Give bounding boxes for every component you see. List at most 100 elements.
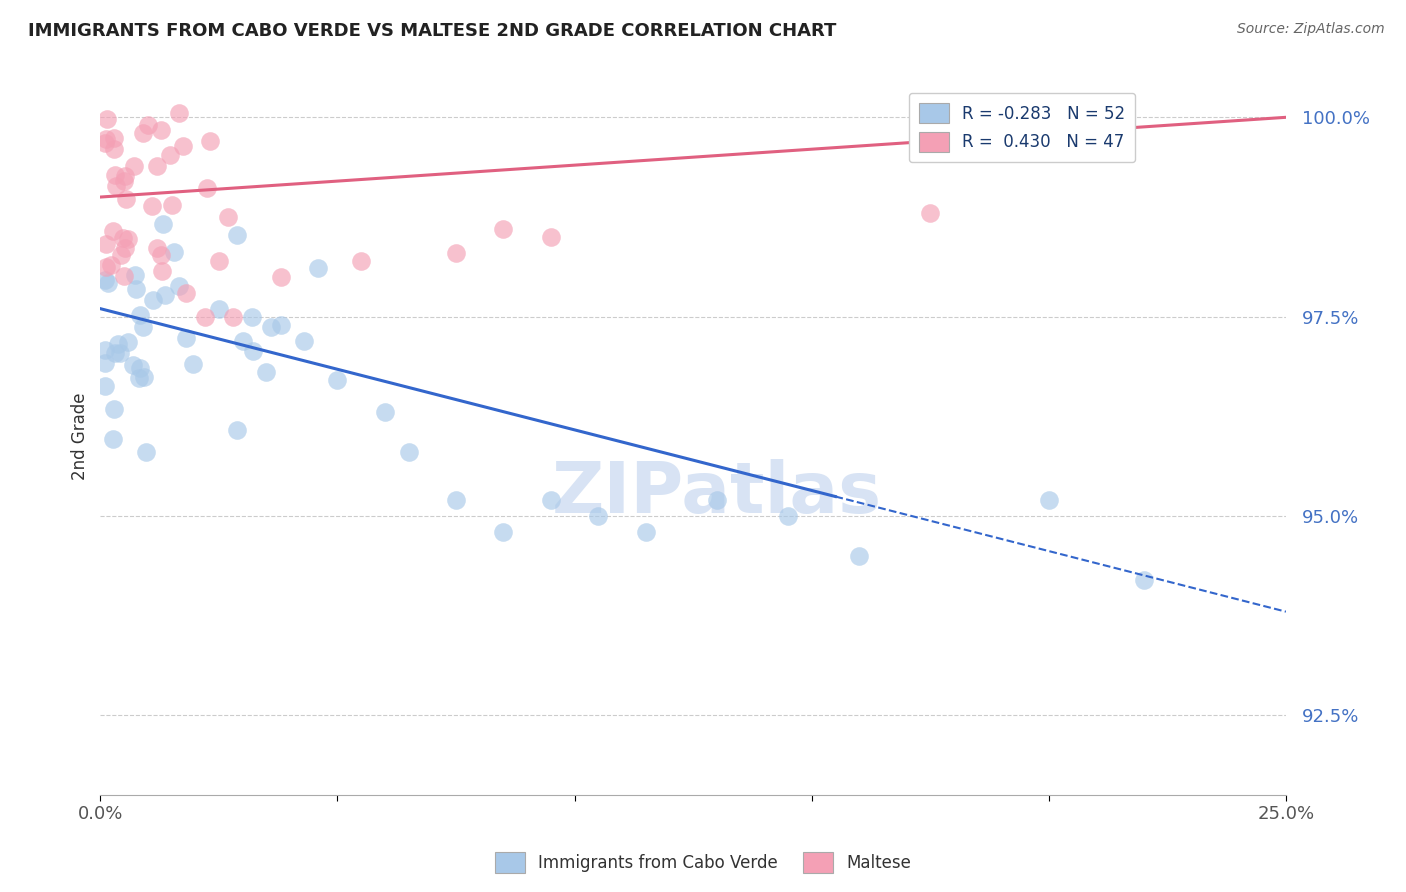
Point (103, 433, 125, 447)
Point (124, 268, 146, 282)
Point (125, 282, 148, 296)
Point (128, 371, 150, 385)
Point (146, 160, 169, 174)
Point (107, 337, 129, 351)
Point (136, 118, 159, 132)
Point (96, 112, 118, 126)
Point (142, 293, 165, 308)
Point (208, 253, 231, 268)
Point (169, 106, 191, 120)
Point (200, 134, 222, 148)
Point (112, 268, 135, 283)
Point (181, 357, 204, 371)
Point (492, 524, 515, 539)
Point (117, 335, 139, 350)
Point (104, 346, 127, 360)
Point (150, 264, 173, 278)
Point (101, 224, 124, 238)
Point (104, 168, 127, 182)
Point (112, 173, 135, 187)
Point (1038, 493, 1060, 508)
Point (131, 319, 153, 334)
Point (94, 273, 117, 287)
Point (848, 549, 870, 563)
Point (270, 269, 292, 284)
Point (292, 334, 315, 348)
Point (540, 493, 562, 508)
Point (149, 247, 172, 261)
Legend: Immigrants from Cabo Verde, Maltese: Immigrants from Cabo Verde, Maltese (488, 846, 918, 880)
Point (103, 143, 125, 157)
Point (103, 402, 125, 417)
Point (226, 228, 249, 243)
Text: IMMIGRANTS FROM CABO VERDE VS MALTESE 2ND GRADE CORRELATION CHART: IMMIGRANTS FROM CABO VERDE VS MALTESE 2N… (28, 22, 837, 40)
Point (146, 241, 169, 255)
Point (240, 310, 263, 324)
Point (129, 308, 152, 322)
Point (114, 192, 136, 206)
Point (540, 230, 562, 244)
Point (217, 210, 239, 224)
Point (222, 310, 245, 324)
Y-axis label: 2nd Grade: 2nd Grade (72, 392, 89, 480)
Point (117, 232, 139, 246)
Point (588, 508, 610, 523)
Point (208, 301, 231, 316)
Point (94, 379, 117, 393)
Point (444, 245, 467, 260)
Point (634, 524, 657, 539)
Point (776, 508, 799, 523)
Point (260, 320, 283, 334)
Point (195, 180, 218, 194)
Point (94, 260, 117, 275)
Point (444, 493, 467, 508)
Point (254, 366, 277, 380)
Point (149, 123, 172, 137)
Point (122, 358, 145, 372)
Point (242, 344, 264, 359)
Point (194, 310, 217, 324)
Point (492, 222, 515, 236)
Point (96, 236, 118, 251)
Point (920, 206, 942, 220)
Point (128, 360, 150, 375)
Point (225, 423, 247, 437)
Point (94, 136, 117, 151)
Point (114, 169, 136, 184)
Point (1109, 118, 1132, 132)
Point (398, 445, 420, 459)
Point (94, 343, 117, 358)
Legend: R = -0.283   N = 52, R =  0.430   N = 47: R = -0.283 N = 52, R = 0.430 N = 47 (908, 93, 1135, 162)
Point (105, 179, 128, 194)
Point (172, 138, 194, 153)
Point (97, 276, 120, 290)
Point (124, 160, 146, 174)
Point (103, 131, 125, 145)
Point (153, 288, 176, 302)
Point (135, 445, 157, 459)
Point (114, 242, 136, 256)
Point (1132, 573, 1154, 587)
Point (374, 405, 396, 419)
Point (350, 253, 373, 268)
Point (94, 356, 117, 370)
Point (159, 148, 181, 162)
Point (94, 132, 117, 146)
Point (270, 318, 292, 332)
Text: ZIPatlas: ZIPatlas (551, 459, 882, 528)
Point (307, 261, 329, 276)
Point (141, 199, 163, 213)
Point (176, 331, 198, 345)
Point (100, 258, 122, 272)
Point (152, 217, 174, 231)
Point (326, 373, 349, 387)
Point (232, 334, 254, 348)
Point (108, 346, 131, 360)
Text: Source: ZipAtlas.com: Source: ZipAtlas.com (1237, 22, 1385, 37)
Point (110, 248, 132, 262)
Point (162, 244, 184, 259)
Point (706, 493, 728, 508)
Point (111, 231, 134, 245)
Point (174, 285, 197, 300)
Point (134, 370, 156, 384)
